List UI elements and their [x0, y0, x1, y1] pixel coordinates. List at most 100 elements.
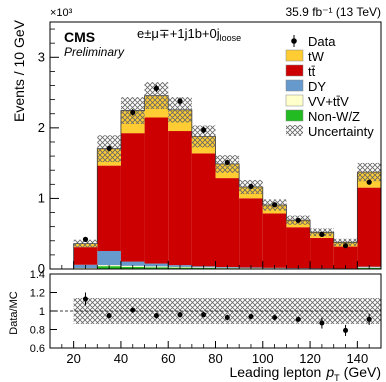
legend-marker-3 — [285, 79, 304, 92]
bar-3-12 — [357, 187, 381, 267]
ratio-plot: 0.6 0.8 1 1.2 1.4 20 40 60 80 100 120 140 Data/MC L… — [8, 269, 382, 382]
ratio-point-9 — [295, 316, 301, 322]
ratio-y-tick-label-3: 1.2 — [30, 288, 45, 300]
x-axis-title-sub: T — [334, 373, 340, 382]
data-points — [82, 84, 372, 249]
ratio-point-10 — [319, 320, 325, 326]
main-plot: 0 1 2 3 ×10³ 35.9 fb⁻¹ (13 TeV) CMS Prelimi… — [11, 5, 382, 276]
uncertainty-5 — [191, 125, 216, 148]
bar-3-0 — [73, 247, 98, 265]
legend-label-6: Uncertainty — [308, 124, 374, 139]
status-label: Preliminary — [64, 45, 125, 59]
ratio-y-tick-label-1: 0.8 — [30, 325, 45, 337]
ratio-points — [82, 292, 372, 336]
y-tick-label-2: 2 — [38, 120, 45, 135]
bar-3-3 — [144, 117, 169, 264]
y-tick-label-3: 3 — [38, 49, 45, 64]
data-point-0 — [82, 236, 89, 242]
x-tick-label-0: 20 — [66, 351, 80, 366]
x-tick-label-4: 100 — [252, 351, 274, 366]
uncertainty-12 — [357, 162, 381, 182]
x-tick-label-1: 40 — [114, 351, 128, 366]
y-multiplier: ×10³ — [50, 7, 73, 19]
data-point-5 — [201, 127, 207, 133]
ratio-y-tick-label-4: 1.4 — [30, 269, 45, 281]
uncertainty-11 — [333, 238, 358, 246]
ratio-y-axis-title: Data/MC — [8, 291, 20, 334]
legend-label-1: tW — [308, 49, 325, 64]
bar-3-4 — [168, 131, 192, 266]
data-point-9 — [295, 217, 301, 223]
ratio-plot-axes: 0.6 0.8 1 1.2 1.4 20 40 60 80 100 120 140 — [30, 269, 370, 366]
legend-label-5: Non-W/Z — [308, 109, 360, 124]
ratio-point-8 — [272, 314, 278, 320]
bar-2-1 — [97, 251, 121, 266]
data-point-11 — [342, 243, 349, 249]
bar-3-2 — [120, 133, 145, 262]
ratio-y-tick-label-0: 0.6 — [30, 343, 45, 355]
ratio-point-11 — [343, 327, 349, 333]
legend-marker-4 — [285, 94, 304, 107]
bar-3-11 — [333, 246, 358, 269]
ratio-point-2 — [130, 307, 136, 313]
bar-3-1 — [97, 165, 121, 252]
data-point-10 — [319, 231, 325, 238]
ratio-point-7 — [248, 314, 254, 320]
ratio-point-6 — [224, 314, 230, 320]
bar-3-8 — [262, 213, 287, 268]
legend-label-2: tt̄ — [308, 64, 316, 79]
x-tick-label-5: 120 — [299, 351, 321, 366]
x-tick-label-6: 140 — [347, 351, 369, 366]
data-point-4 — [177, 98, 183, 104]
data-point-7 — [248, 183, 254, 190]
legend-label-0: Data — [308, 34, 336, 49]
y-tick-label-1: 1 — [38, 190, 45, 205]
lumi-label: 35.9 fb⁻¹ (13 TeV) — [286, 5, 382, 19]
selection-main: e±μ∓+1j1b+0j — [137, 26, 220, 41]
legend-label-4: VV+tt̄V — [308, 94, 349, 109]
data-point-6 — [224, 159, 230, 166]
bar-3-5 — [191, 153, 216, 267]
uncertainty-3 — [144, 82, 169, 110]
uncertainty-4 — [168, 97, 192, 123]
legend-label-3: DY — [308, 79, 326, 94]
ratio-point-4 — [177, 312, 183, 318]
x-axis-title-unit: (GeV) — [344, 364, 381, 380]
legend-marker-6 — [286, 125, 303, 136]
data-point-8 — [272, 202, 278, 208]
bar-2-3 — [144, 263, 169, 267]
experiment-label: CMS — [64, 29, 95, 45]
ratio-point-12 — [366, 316, 372, 322]
ratio-point-3 — [153, 313, 159, 319]
bar-3-9 — [286, 227, 311, 269]
y-axis-title: Events / 10 GeV — [11, 19, 27, 122]
x-axis-title: Leading lepton pT (GeV) — [229, 364, 381, 382]
selection-sub: loose — [220, 33, 242, 43]
ratio-point-5 — [201, 312, 207, 318]
legend-marker-5 — [285, 109, 304, 122]
uncertainty-0 — [73, 239, 98, 248]
ratio-y-tick-label-2: 1 — [39, 306, 45, 318]
main-plot-axes: 0 1 2 3 — [38, 28, 370, 276]
ratio-point-1 — [106, 313, 112, 319]
ratio-point-0 — [82, 296, 88, 302]
data-point-12 — [366, 179, 372, 185]
data-point-3 — [153, 85, 159, 91]
y-tick-label-0: 0 — [38, 261, 45, 276]
legend-marker-2 — [285, 64, 304, 77]
x-axis-title-symbol: p — [325, 364, 334, 380]
bar-2-2 — [120, 261, 145, 266]
x-tick-label-2: 60 — [161, 351, 175, 366]
bar-3-6 — [215, 178, 240, 268]
bar-3-10 — [310, 237, 334, 269]
bar-3-7 — [239, 198, 263, 268]
data-point-2 — [130, 109, 136, 115]
legend-marker-1 — [285, 49, 304, 62]
selection-label: e±μ∓+1j1b+0jloose — [137, 26, 241, 43]
data-point-1 — [106, 145, 112, 151]
legend-marker-dot-0 — [291, 38, 297, 44]
x-axis-title-text: Leading lepton — [229, 364, 321, 380]
x-tick-label-3: 80 — [208, 351, 222, 366]
